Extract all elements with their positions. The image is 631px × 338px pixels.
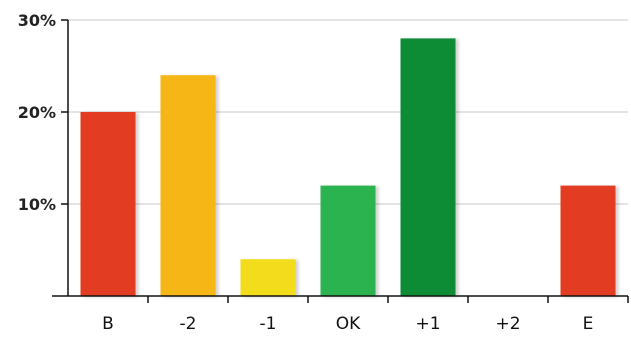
grid-lines: [68, 19, 628, 205]
y-tick-label: 20%: [18, 103, 56, 122]
x-tick-label: B: [102, 314, 114, 334]
bar-+1: [400, 38, 456, 297]
y-tick-label: 30%: [18, 11, 56, 30]
x-tick-label: -1: [260, 314, 277, 334]
axes: [52, 19, 629, 303]
x-tick-label: +2: [495, 314, 520, 334]
bar-OK: [320, 185, 376, 296]
bar--2: [160, 75, 216, 296]
x-tick-label: -2: [180, 314, 197, 334]
x-tick-label: E: [583, 314, 594, 334]
y-tick-label: 10%: [18, 195, 56, 214]
axis-labels: 10% 20% 30% B -2 -1 OK +1 +2 E: [18, 11, 594, 334]
bar-B: [80, 112, 136, 296]
bar--1: [240, 259, 296, 296]
bar-E: [560, 185, 616, 296]
x-tick-label: OK: [336, 314, 361, 334]
x-tick-label: +1: [415, 314, 440, 334]
bars: [80, 38, 616, 297]
